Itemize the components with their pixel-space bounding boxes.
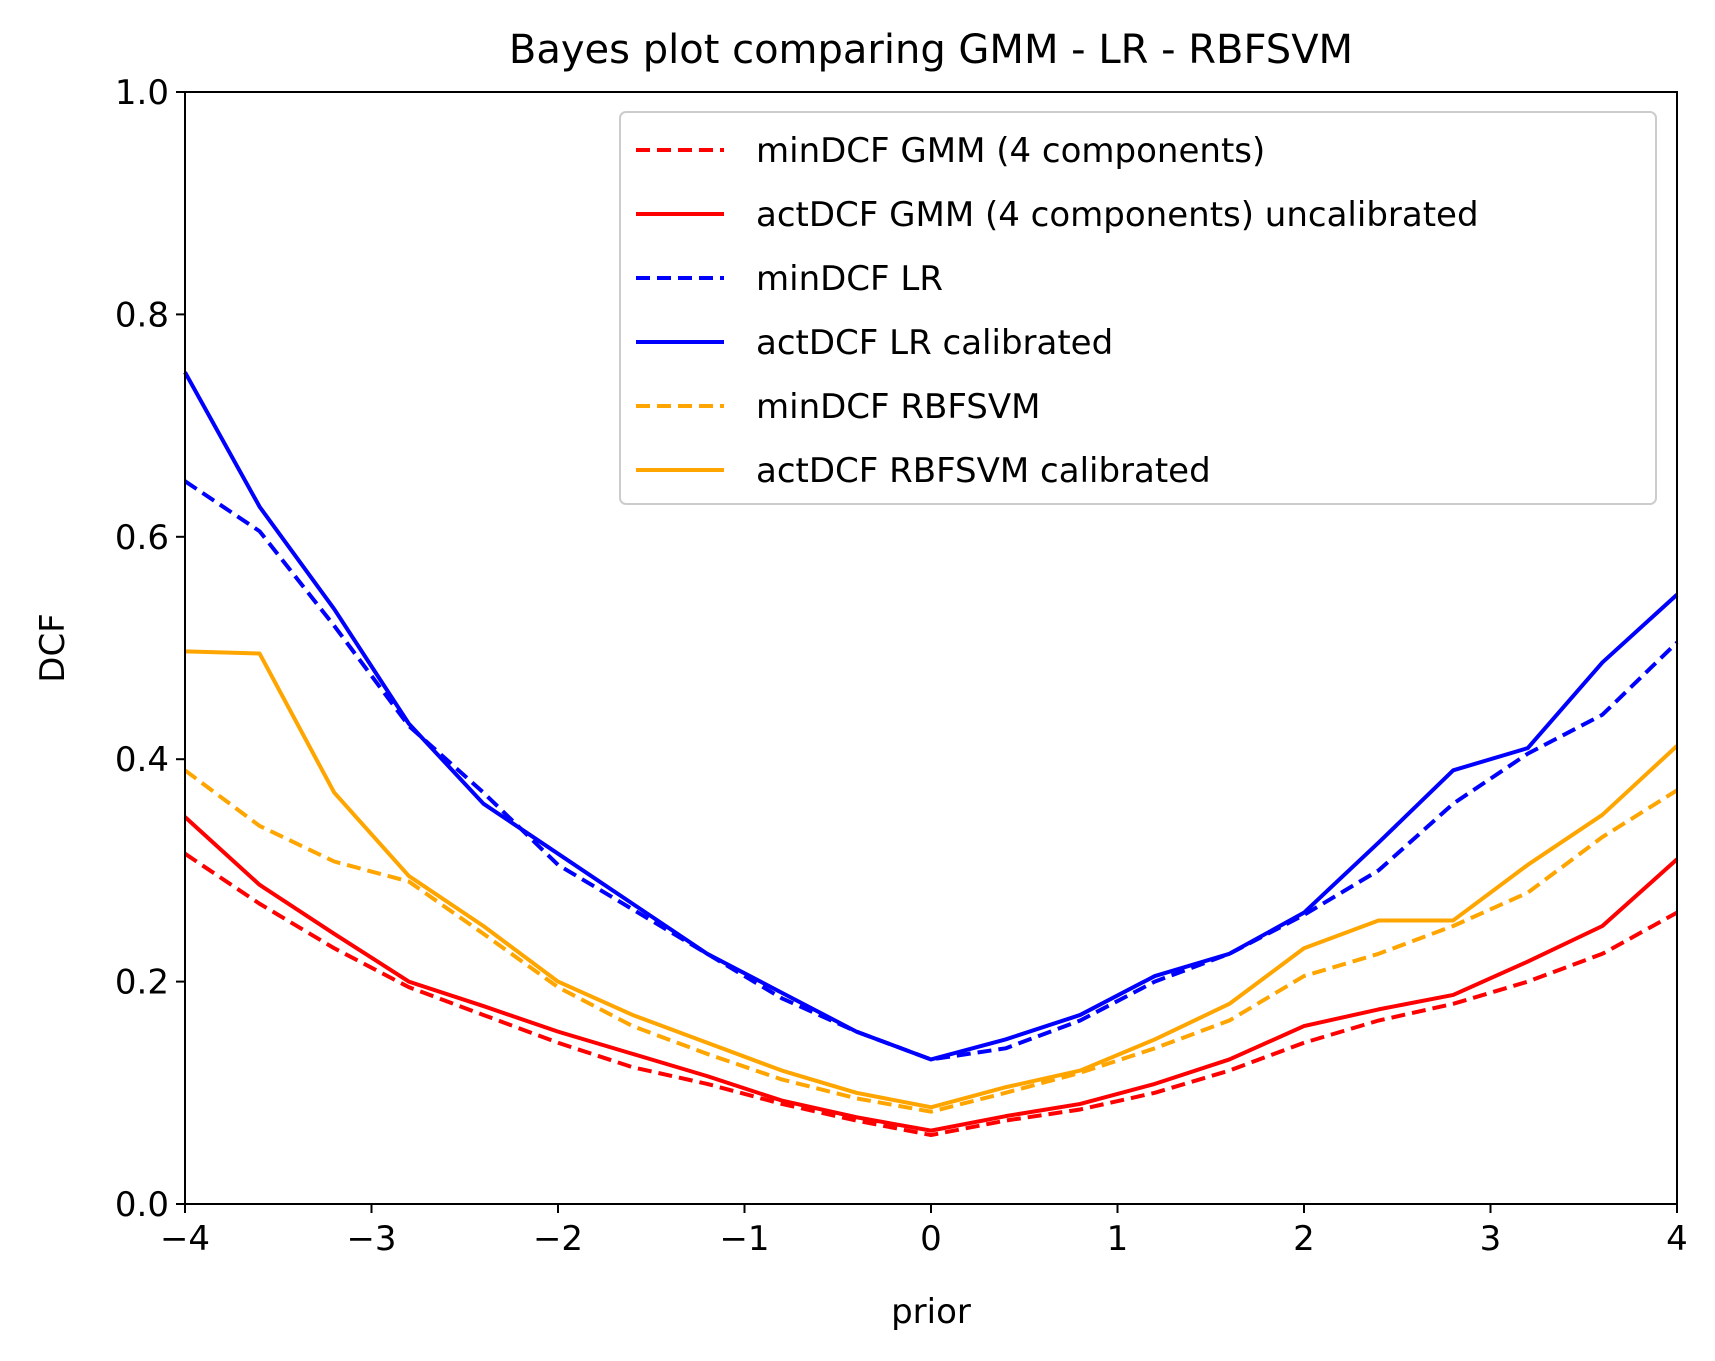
chart-title: Bayes plot comparing GMM - LR - RBFSVM [509, 27, 1353, 73]
x-tick-label: 1 [1107, 1219, 1129, 1259]
legend-label: minDCF GMM (4 components) [756, 131, 1265, 171]
y-axis-label: DCF [33, 613, 73, 682]
series-line-actdcf-rbfsvm-calibrated [184, 649, 1679, 1110]
legend-label: actDCF GMM (4 components) uncalibrated [756, 195, 1479, 235]
y-tick-label: 1.0 [115, 73, 169, 113]
legend-label: actDCF LR calibrated [756, 323, 1113, 363]
x-axis-ticks: −4 −3 −2 −1 0 1 2 3 4 [160, 1204, 1688, 1259]
x-tick-label: −2 [533, 1219, 583, 1259]
series-line-mindcf-rbfsvm [183, 768, 1679, 1114]
y-tick-label: 0.2 [115, 963, 169, 1003]
series-line-actdcf-gmm-4-components-uncalibrated [183, 815, 1679, 1133]
legend-label: actDCF RBFSVM calibrated [756, 451, 1211, 491]
x-tick-label: 2 [1293, 1219, 1315, 1259]
series-line-mindcf-gmm-4-components [183, 852, 1678, 1138]
legend-label: minDCF LR [756, 259, 943, 299]
x-tick-label: 4 [1666, 1219, 1688, 1259]
legend: minDCF GMM (4 components) actDCF GMM (4 c… [619, 111, 1657, 505]
x-tick-label: 0 [920, 1219, 942, 1259]
x-tick-label: −3 [346, 1219, 396, 1259]
x-tick-label: −1 [719, 1219, 769, 1259]
y-tick-label: 0.6 [115, 518, 169, 558]
x-axis-label: prior [891, 1292, 971, 1332]
y-tick-label: 0.8 [115, 295, 169, 335]
legend-box [619, 111, 1657, 505]
x-tick-label: −4 [160, 1219, 210, 1259]
y-axis-ticks: 0.0 0.2 0.4 0.6 0.8 1.0 [115, 73, 185, 1225]
y-tick-label: 0.0 [115, 1185, 169, 1225]
legend-label: minDCF RBFSVM [756, 387, 1040, 427]
series-lines [183, 371, 1679, 1138]
series-line-actdcf-lr-calibrated [183, 371, 1679, 1062]
y-tick-label: 0.4 [115, 740, 169, 780]
x-tick-label: 3 [1480, 1219, 1502, 1259]
